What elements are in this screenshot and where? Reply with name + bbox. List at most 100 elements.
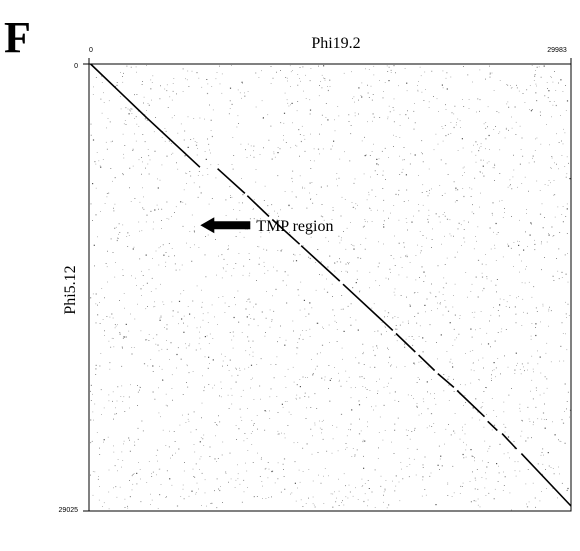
- noise-dot: [384, 325, 386, 327]
- noise-dot: [201, 505, 202, 506]
- noise-dot: [430, 393, 431, 395]
- noise-dot: [405, 429, 407, 431]
- noise-dot: [412, 344, 414, 346]
- noise-dot: [256, 219, 258, 221]
- noise-dot: [216, 424, 218, 425]
- noise-dot: [504, 426, 506, 428]
- noise-dot: [189, 231, 191, 232]
- noise-dot: [116, 82, 118, 83]
- noise-dot: [343, 504, 345, 506]
- noise-dot: [199, 331, 200, 333]
- noise-dot: [271, 321, 273, 322]
- noise-dot: [464, 395, 466, 396]
- noise-dot: [106, 196, 108, 198]
- noise-dot: [341, 237, 342, 239]
- alignment-segment: [146, 117, 201, 168]
- noise-dot: [435, 504, 437, 506]
- noise-dot: [473, 213, 475, 215]
- noise-dot: [523, 366, 524, 368]
- noise-dot: [471, 283, 473, 285]
- noise-dot: [158, 247, 160, 249]
- noise-dot: [248, 298, 250, 300]
- noise-dot: [480, 192, 481, 194]
- noise-dot: [324, 376, 326, 378]
- noise-dot: [550, 467, 552, 468]
- noise-dot: [479, 99, 481, 101]
- noise-dot: [141, 295, 142, 296]
- noise-dot: [345, 485, 346, 487]
- noise-dot: [299, 386, 301, 388]
- noise-dot: [269, 410, 270, 412]
- noise-dot: [406, 466, 408, 467]
- noise-dot: [533, 161, 535, 163]
- noise-dot: [377, 209, 378, 211]
- noise-dot: [106, 266, 108, 268]
- noise-dot: [521, 137, 523, 139]
- noise-dot: [320, 261, 322, 263]
- noise-dot: [371, 221, 373, 222]
- noise-dot: [539, 394, 541, 396]
- noise-dot: [214, 422, 216, 423]
- noise-dot: [157, 187, 159, 189]
- noise-dot: [414, 292, 416, 293]
- noise-dot: [136, 94, 138, 95]
- noise-dot: [531, 355, 533, 357]
- noise-dot: [297, 84, 299, 86]
- noise-dot: [453, 235, 454, 237]
- noise-dot: [145, 167, 146, 169]
- noise-dot: [221, 73, 223, 75]
- noise-dot: [221, 353, 222, 355]
- noise-dot: [366, 199, 368, 201]
- noise-dot: [229, 87, 232, 89]
- noise-dot: [550, 310, 552, 312]
- noise-dot: [423, 401, 425, 403]
- noise-dot: [518, 90, 520, 92]
- noise-dot: [549, 101, 551, 102]
- noise-dot: [249, 301, 251, 303]
- noise-dot: [182, 91, 184, 92]
- noise-dot: [523, 311, 524, 313]
- noise-dot: [362, 343, 364, 345]
- noise-dot: [110, 168, 112, 169]
- noise-dot: [332, 493, 334, 495]
- noise-dot: [165, 393, 167, 395]
- noise-dot: [543, 392, 545, 394]
- noise-dot: [329, 342, 330, 343]
- noise-dot: [352, 448, 354, 449]
- noise-dot: [296, 110, 298, 112]
- noise-dot: [277, 462, 279, 464]
- noise-dot: [426, 191, 428, 192]
- noise-dot: [347, 305, 349, 307]
- noise-dot: [212, 359, 214, 361]
- noise-dot: [399, 174, 401, 175]
- noise-dot: [299, 134, 301, 135]
- noise-dot: [187, 365, 188, 367]
- noise-dot: [268, 212, 270, 214]
- noise-dot: [100, 389, 102, 391]
- noise-dot: [143, 196, 144, 198]
- noise-dot: [198, 343, 200, 345]
- noise-dot: [193, 138, 195, 140]
- noise-dot: [187, 70, 189, 72]
- noise-dot: [529, 421, 531, 422]
- alignment-segment: [300, 245, 341, 282]
- noise-dot: [539, 213, 542, 215]
- noise-dot: [253, 399, 255, 400]
- noise-dot: [371, 406, 372, 408]
- noise-dot: [137, 303, 138, 305]
- noise-dot: [480, 143, 482, 145]
- noise-dot: [393, 258, 395, 260]
- noise-dot: [432, 228, 433, 230]
- noise-dot: [253, 318, 255, 320]
- noise-dot: [308, 256, 310, 258]
- noise-dot: [480, 407, 482, 409]
- noise-dot: [228, 245, 229, 247]
- noise-dot: [309, 113, 311, 115]
- noise-dot: [441, 243, 442, 245]
- noise-dot: [382, 439, 384, 441]
- noise-dot: [345, 370, 347, 372]
- noise-dot: [528, 418, 530, 420]
- noise-dot: [169, 96, 171, 98]
- noise-dot: [475, 398, 477, 400]
- noise-dot: [491, 72, 493, 74]
